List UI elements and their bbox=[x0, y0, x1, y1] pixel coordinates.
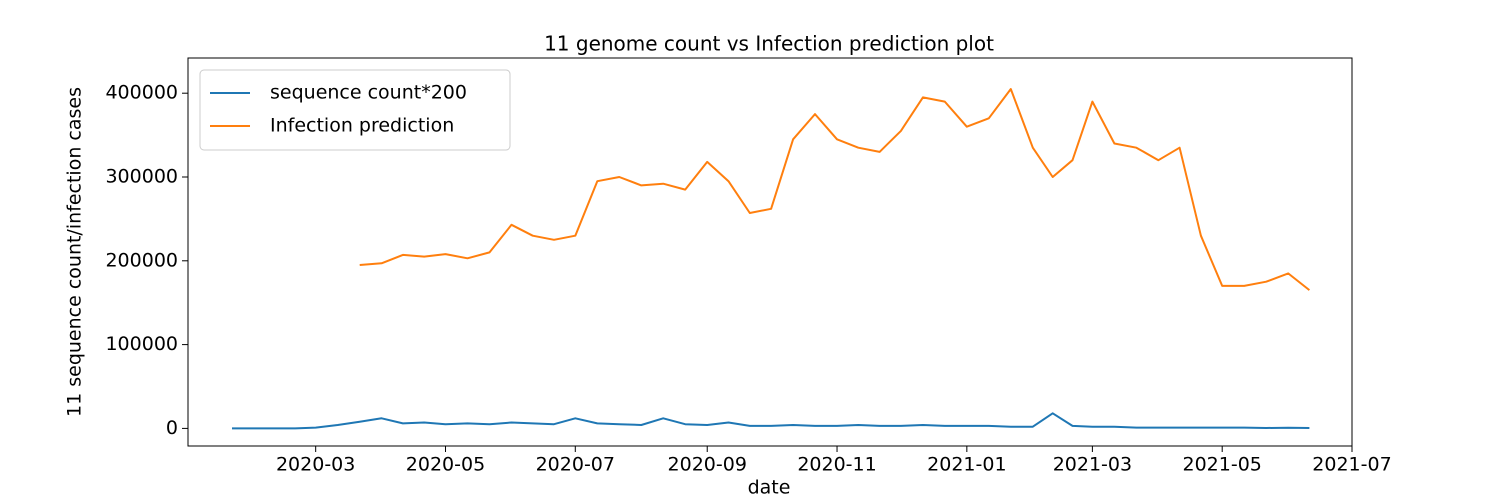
x-tick-label: 2020-05 bbox=[406, 454, 485, 476]
x-tick-label: 2021-03 bbox=[1053, 454, 1132, 476]
x-tick-label: 2020-07 bbox=[536, 454, 615, 476]
x-tick-label: 2020-11 bbox=[797, 454, 876, 476]
series-line bbox=[232, 412, 1310, 430]
y-tick-label: 400000 bbox=[105, 82, 178, 104]
y-tick-label: 300000 bbox=[105, 165, 178, 187]
x-tick-label: 2020-09 bbox=[668, 454, 747, 476]
legend-label: sequence count*200 bbox=[270, 82, 467, 104]
plot-frame bbox=[187, 57, 1353, 447]
legend-label: Infection prediction bbox=[270, 115, 454, 137]
y-tick-label: 200000 bbox=[105, 249, 178, 271]
x-tick-label: 2020-03 bbox=[276, 454, 355, 476]
series-line bbox=[359, 88, 1311, 291]
x-tick-label: 2021-05 bbox=[1182, 454, 1261, 476]
legend-box bbox=[199, 69, 511, 151]
y-tick-label: 100000 bbox=[105, 333, 178, 355]
x-axis-label: date bbox=[748, 477, 791, 499]
x-tick-label: 2021-07 bbox=[1312, 454, 1391, 476]
x-tick-label: 2021-01 bbox=[927, 454, 1006, 476]
y-tick-label: 0 bbox=[166, 417, 178, 439]
y-axis-label: 11 sequence count/infection cases bbox=[64, 87, 86, 417]
chart-title: 11 genome count vs Infection prediction … bbox=[544, 32, 994, 56]
